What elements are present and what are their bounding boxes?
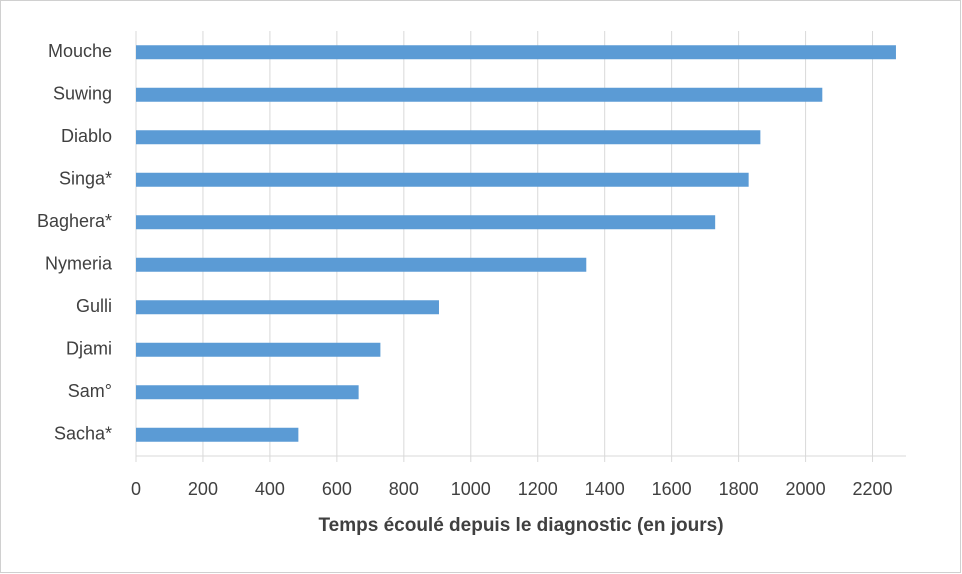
x-tick-label: 400 [255, 479, 285, 499]
x-tick-label: 1600 [652, 479, 692, 499]
bar [136, 300, 439, 315]
y-tick-label: Sacha* [54, 424, 112, 444]
bar [136, 257, 587, 272]
x-tick-label: 1000 [451, 479, 491, 499]
y-tick-label: Suwing [53, 84, 112, 104]
x-axis-label: Temps écoulé depuis le diagnostic (en jo… [318, 515, 723, 536]
x-tick-label: 2200 [852, 479, 892, 499]
x-tick-label: 600 [322, 479, 352, 499]
x-tick-label: 800 [389, 479, 419, 499]
x-tick-label: 1200 [518, 479, 558, 499]
x-tick-label: 2000 [786, 479, 826, 499]
bar [136, 342, 381, 357]
y-tick-label: Gulli [76, 296, 112, 316]
bar [136, 130, 761, 145]
x-tick-label: 1800 [719, 479, 759, 499]
bar [136, 87, 823, 102]
y-tick-label: Baghera* [37, 211, 112, 231]
y-tick-label: Sam° [68, 381, 112, 401]
y-tick-label: Singa* [59, 169, 112, 189]
bar [136, 427, 299, 442]
x-tick-label: 1400 [585, 479, 625, 499]
bar [136, 215, 716, 230]
y-tick-label: Diablo [61, 126, 112, 146]
x-tick-label: 200 [188, 479, 218, 499]
y-tick-label: Mouche [48, 41, 112, 61]
y-tick-label: Djami [66, 339, 112, 359]
bar [136, 172, 749, 187]
x-tick-label: 0 [131, 479, 141, 499]
bar [136, 45, 896, 60]
y-tick-label: Nymeria [45, 254, 113, 274]
bar [136, 385, 359, 400]
